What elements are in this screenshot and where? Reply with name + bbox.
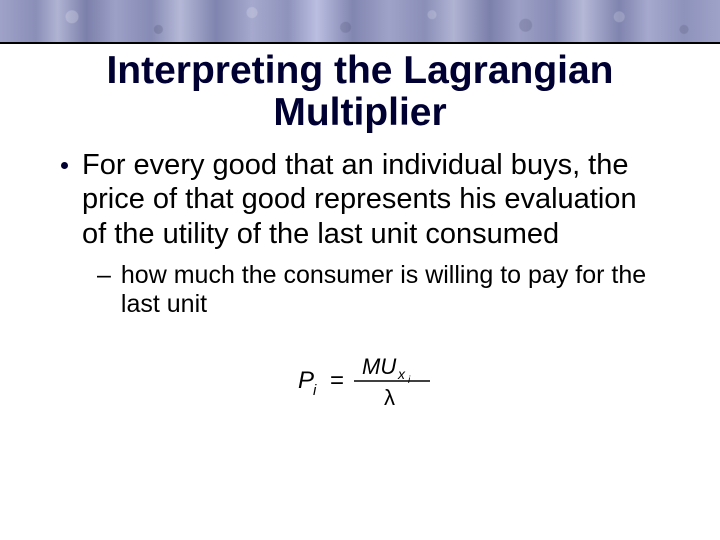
eq-num-base: MU	[362, 354, 396, 379]
subbullet-text: how much the consumer is willing to pay …	[121, 261, 665, 320]
title-line-2: Multiplier	[273, 91, 446, 134]
dash-icon: –	[97, 261, 111, 291]
eq-denom: λ	[384, 385, 395, 410]
bullet-level-1: For every good that an individual buys, …	[55, 148, 665, 251]
eq-lhs-base: P	[298, 367, 314, 394]
title-line-1: Interpreting the Lagrangian	[106, 49, 613, 92]
slide: Interpreting the Lagrangian Multiplier F…	[0, 0, 720, 540]
bullet-text: For every good that an individual buys, …	[82, 148, 665, 251]
eq-lhs-sub: i	[313, 382, 317, 399]
slide-title: Interpreting the Lagrangian Multiplier	[20, 50, 700, 134]
bullet-dot-icon	[61, 162, 68, 169]
equation-svg: P i = MU x i λ	[270, 348, 450, 412]
slide-body: For every good that an individual buys, …	[0, 148, 720, 417]
eq-equals: =	[330, 367, 344, 394]
decorative-banner	[0, 0, 720, 44]
equation: P i = MU x i λ	[55, 348, 665, 417]
bullet-level-2: – how much the consumer is willing to pa…	[97, 261, 665, 320]
eq-num-sub-x: x	[397, 366, 406, 382]
